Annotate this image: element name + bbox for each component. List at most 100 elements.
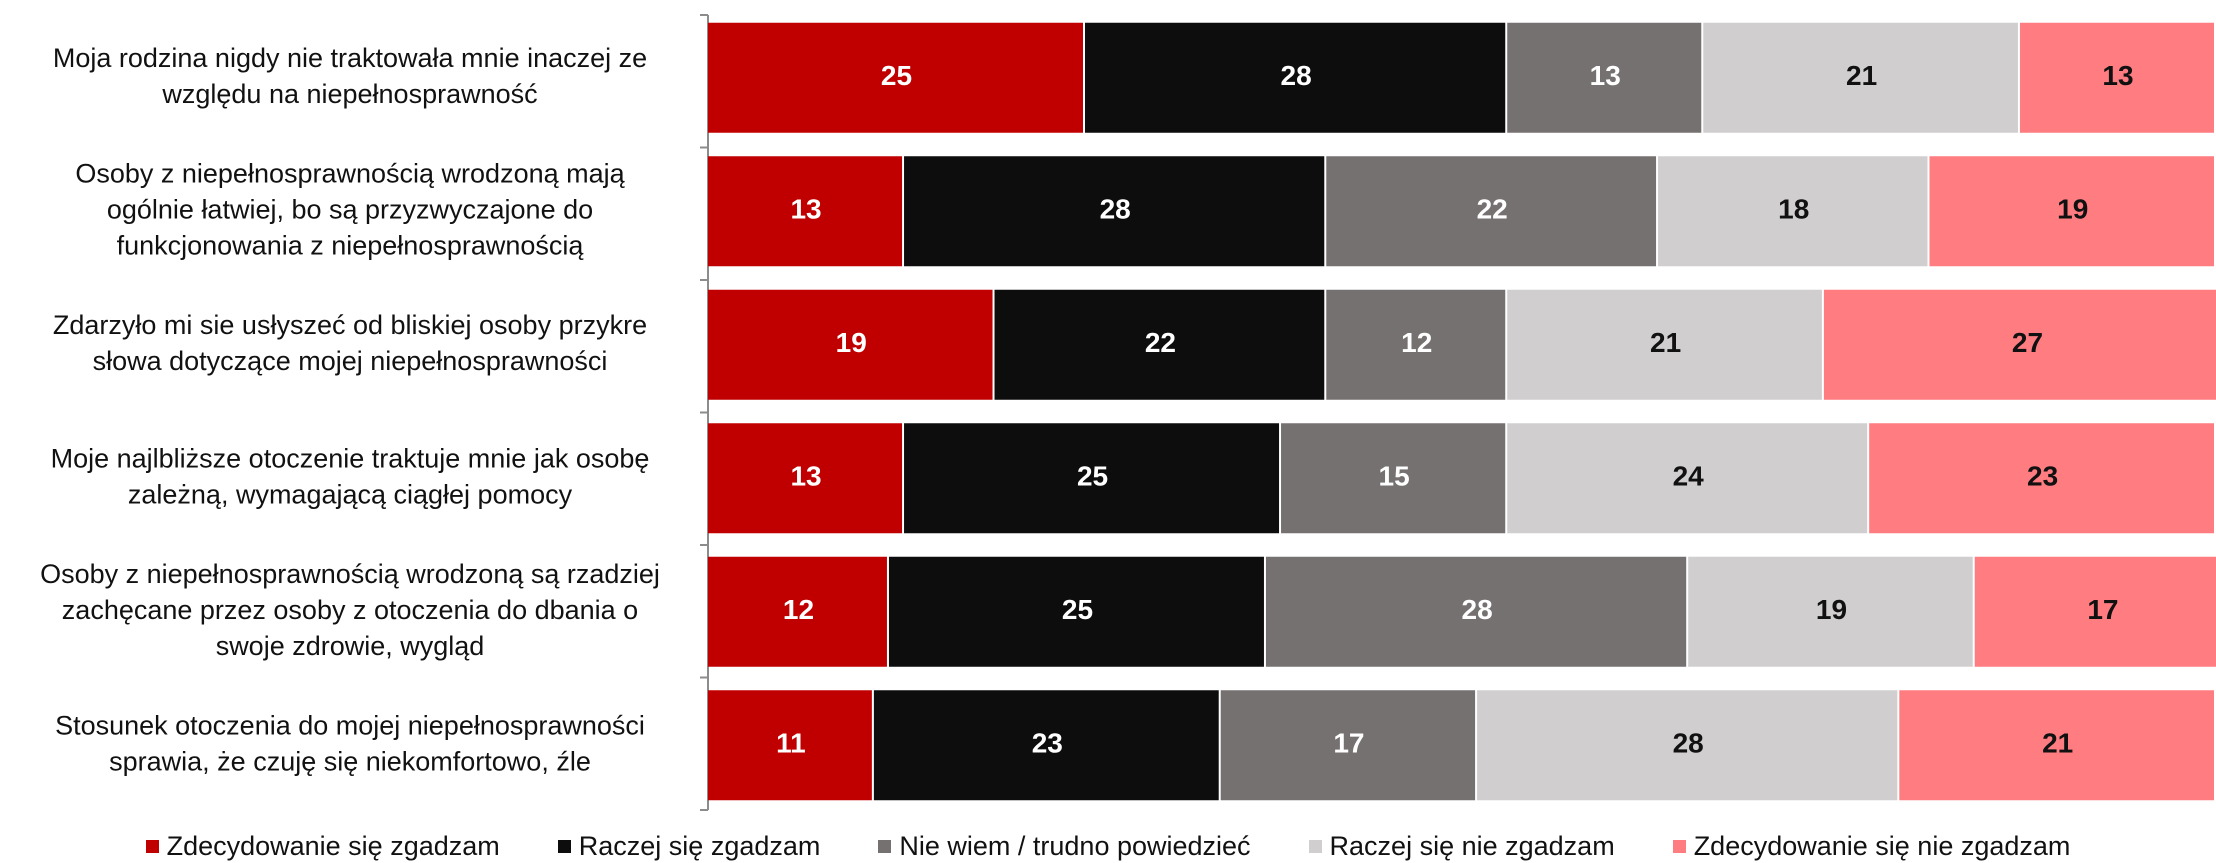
legend-item: Nie wiem / trudno powiedzieć (878, 831, 1251, 862)
value-label: 13 (2102, 60, 2133, 91)
category-labels: Moja rodzina nigdy nie traktowała mnie i… (40, 43, 660, 777)
bar-segment (1477, 690, 1898, 801)
category-label-line: słowa dotyczące mojej niepełnosprawności (93, 346, 608, 376)
value-label: 12 (783, 594, 814, 625)
value-label: 19 (836, 327, 867, 358)
category-label-line: względu na niepełnosprawność (161, 79, 537, 109)
value-label: 17 (2087, 594, 2118, 625)
legend: Zdecydowanie się zgadzam Raczej się zgadz… (0, 830, 2216, 863)
category-label: Stosunek otoczenia do mojej niepełnospra… (55, 710, 645, 776)
bar-segment (1265, 556, 1687, 667)
category-label: Moje najlbliższe otoczenie traktuje mnie… (51, 443, 650, 509)
value-label: 23 (2027, 461, 2058, 492)
value-label: 19 (1816, 594, 1847, 625)
value-label: 28 (1281, 60, 1312, 91)
category-axis (700, 14, 709, 811)
value-label: 25 (1062, 594, 1093, 625)
category-label-line: sprawia, że czuję się niekomfortowo, źle (109, 746, 591, 776)
category-label-line: Osoby z niepełnosprawnością wrodzoną są … (40, 559, 660, 589)
legend-label: Zdecydowanie się zgadzam (166, 831, 500, 861)
category-label-line: Moje najlbliższe otoczenie traktuje mnie… (51, 443, 650, 473)
category-label-line: Zdarzyło mi sie usłyszeć od bliskiej oso… (53, 310, 647, 340)
category-label: Osoby z niepełnosprawnością wrodzoną maj… (75, 158, 625, 260)
bar-segment (1974, 556, 2216, 667)
value-label: 21 (1650, 327, 1681, 358)
value-label: 13 (790, 461, 821, 492)
category-label-line: Moja rodzina nigdy nie traktowała mnie i… (53, 43, 647, 73)
value-label: 24 (1673, 461, 1705, 492)
value-label: 21 (1846, 60, 1877, 91)
category-label: Osoby z niepełnosprawnością wrodzoną są … (40, 559, 660, 661)
category-label-line: zależną, wymagającą ciągłej pomocy (128, 479, 573, 509)
bar-segment (904, 423, 1280, 534)
bar-segment (1085, 22, 1506, 133)
bar-segment (1507, 22, 1702, 133)
value-label: 21 (2042, 728, 2073, 759)
value-label: 15 (1379, 461, 1410, 492)
value-labels: 25 28 13 21 13 13 28 22 18 19 19 22 12 21 27 13 25 15 24 23… (776, 60, 2133, 759)
bar-segment (1281, 423, 1506, 534)
bar-segment (1658, 156, 1928, 267)
bar-segment (1929, 156, 2214, 267)
bar-segment (708, 156, 903, 267)
bar-segment (1688, 556, 1973, 667)
bar-segment (1899, 690, 2214, 801)
value-label: 28 (1462, 594, 1493, 625)
legend-label: Raczej się zgadzam (578, 831, 821, 861)
category-label-line: Stosunek otoczenia do mojej niepełnospra… (55, 710, 645, 740)
value-label: 17 (1333, 728, 1364, 759)
category-label-line: zachęcane przez osoby z otoczenia do dba… (62, 595, 638, 625)
bar-segment (904, 156, 1325, 267)
legend-item: Zdecydowanie się zgadzam (145, 831, 500, 862)
value-label: 22 (1477, 194, 1508, 225)
bar-segment (1507, 423, 1868, 534)
bar-segment (708, 690, 872, 801)
legend-item: Zdecydowanie się nie zgadzam (1672, 831, 2071, 862)
legend-swatch (1672, 840, 1686, 853)
bar-segment (708, 423, 903, 534)
bar-segment (708, 289, 993, 400)
legend-label: Zdecydowanie się nie zgadzam (1693, 831, 2071, 861)
bar-segment (708, 556, 887, 667)
value-label: 13 (1590, 60, 1621, 91)
value-label: 18 (1778, 194, 1809, 225)
value-label: 27 (2012, 327, 2043, 358)
legend-swatch (1308, 840, 1322, 853)
category-label-line: swoje zdrowie, wygląd (216, 631, 485, 661)
bar-segment (708, 22, 1083, 133)
legend-swatch (145, 840, 159, 853)
bar-segment (873, 690, 1219, 801)
value-label: 22 (1145, 327, 1176, 358)
bar-segment (994, 289, 1325, 400)
legend-label: Raczej się nie zgadzam (1329, 831, 1615, 861)
value-label: 28 (1673, 728, 1704, 759)
bar-segment (1220, 690, 1476, 801)
bar-segment (1507, 289, 1822, 400)
bar-segment (1823, 289, 2216, 400)
category-label: Moja rodzina nigdy nie traktowała mnie i… (53, 43, 647, 109)
legend-swatch (557, 840, 571, 853)
value-label: 28 (1100, 194, 1131, 225)
value-label: 12 (1401, 327, 1432, 358)
legend-item: Raczej się zgadzam (557, 831, 821, 862)
category-label-line: Osoby z niepełnosprawnością wrodzoną maj… (75, 158, 625, 188)
legend-swatch (878, 840, 892, 853)
bar-segment (1326, 156, 1657, 267)
category-label-line: funkcjonowania z niepełnosprawnością (117, 230, 585, 260)
value-label: 19 (2057, 194, 2088, 225)
value-label: 11 (776, 728, 806, 759)
bar-segment (1869, 423, 2214, 534)
bar-segment (2019, 22, 2214, 133)
value-label: 25 (881, 60, 912, 91)
stacked-bar-chart: Moja rodzina nigdy nie traktowała mnie i… (40, 14, 2216, 811)
bar-segment (1326, 289, 1506, 400)
category-label: Zdarzyło mi sie usłyszeć od bliskiej oso… (53, 310, 647, 376)
category-label-line: ogólnie łatwiej, bo są przyzwyczajone do (107, 194, 593, 224)
bar-segment (1703, 22, 2018, 133)
value-label: 13 (790, 194, 821, 225)
bar-segment (888, 556, 1264, 667)
legend-item: Raczej się nie zgadzam (1308, 831, 1615, 862)
value-label: 23 (1032, 728, 1063, 759)
bar-segments (708, 22, 2216, 801)
legend-label: Nie wiem / trudno powiedzieć (899, 831, 1251, 861)
